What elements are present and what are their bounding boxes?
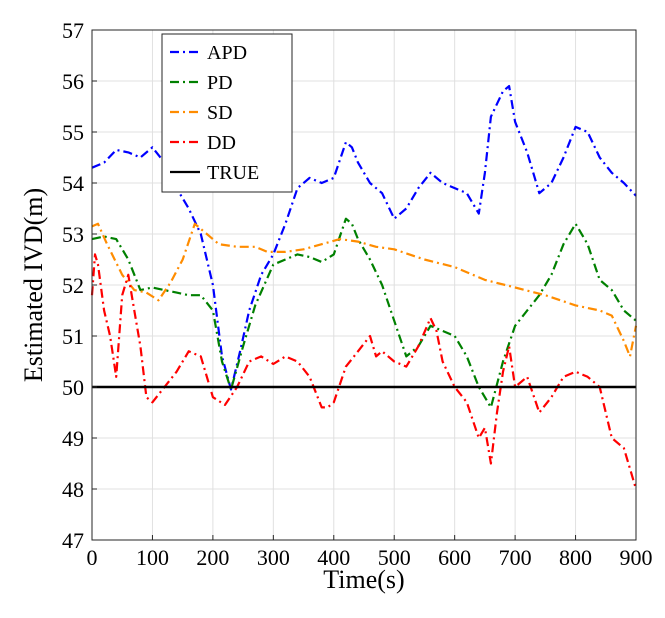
- series-line-sd: [91, 222, 638, 358]
- x-tick-label: 400: [317, 545, 350, 570]
- series-line-pd: [91, 217, 637, 409]
- legend-label: DD: [207, 132, 236, 154]
- y-tick-label: 49: [62, 426, 84, 451]
- legend-label: APD: [207, 42, 247, 64]
- series-line-dd: [90, 253, 638, 490]
- y-tick-label: 50: [62, 375, 84, 400]
- x-tick-label: 800: [559, 545, 592, 570]
- legend-label: TRUE: [207, 162, 259, 184]
- y-tick-label: 53: [62, 222, 84, 247]
- x-tick-label: 100: [136, 545, 169, 570]
- y-tick-label: 48: [62, 477, 84, 502]
- x-tick-label: 0: [87, 545, 98, 570]
- y-tick-label: 56: [62, 69, 84, 94]
- x-tick-label: 500: [378, 545, 411, 570]
- x-tick-label: 300: [257, 545, 290, 570]
- axis-ticks: 0 100 200 300 400 500 600 700 800 900 47 48 49 50 51 52…: [62, 18, 653, 570]
- legend-label: SD: [207, 102, 233, 124]
- y-tick-label: 54: [62, 171, 84, 196]
- x-tick-label: 900: [620, 545, 653, 570]
- y-tick-label: 57: [62, 18, 84, 43]
- x-axis-title: Time(s): [323, 565, 404, 594]
- x-tick-label: 700: [499, 545, 532, 570]
- y-tick-label: 51: [62, 324, 84, 349]
- x-tick-label: 600: [438, 545, 471, 570]
- x-tick-label: 200: [196, 545, 229, 570]
- legend-label: PD: [207, 72, 233, 94]
- legend: APD PD SD DD TRUE: [161, 33, 293, 193]
- y-tick-label: 47: [62, 528, 84, 553]
- y-tick-label: 55: [62, 120, 84, 145]
- series-lines: [90, 84, 638, 490]
- y-tick-label: 52: [62, 273, 84, 298]
- series-line-apd: [91, 84, 637, 391]
- y-axis-title: Estimated IVD(m): [19, 188, 48, 382]
